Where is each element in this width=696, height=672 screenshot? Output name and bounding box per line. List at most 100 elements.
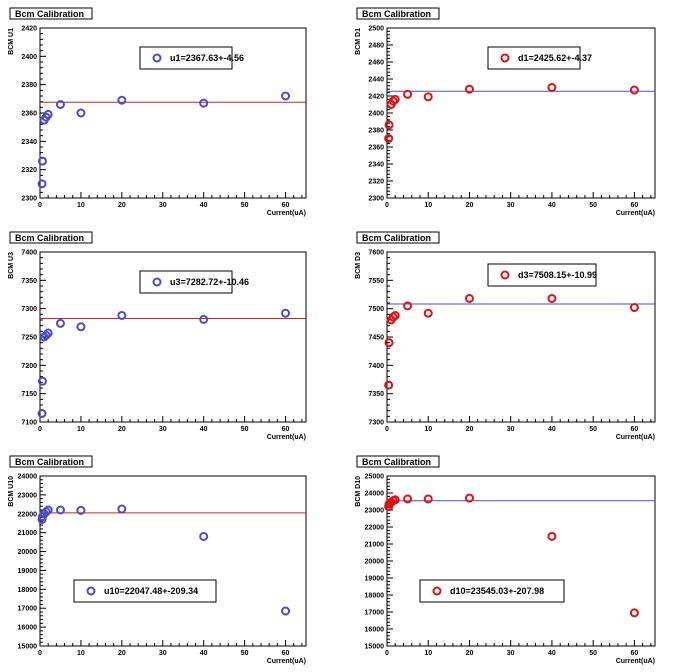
y-tick-label: 7350: [21, 278, 37, 285]
x-tick-label: 30: [507, 202, 515, 209]
data-point: [199, 98, 209, 108]
x-tick-label: 50: [589, 650, 597, 657]
y-tick-label: 24000: [18, 474, 38, 481]
x-tick-label: 60: [282, 426, 290, 433]
y-tick-label: 7400: [368, 363, 384, 370]
x-tick-label: 0: [38, 202, 42, 209]
data-point: [629, 303, 639, 313]
legend-box: [487, 263, 597, 287]
y-tick-label: 2340: [21, 139, 37, 146]
y-tick-label: 2360: [368, 145, 384, 152]
data-point: [281, 606, 291, 616]
data-point: [403, 89, 413, 99]
y-tick-label: 7200: [21, 363, 37, 370]
x-tick-label: 40: [548, 426, 556, 433]
y-tick-label: 7550: [368, 278, 384, 285]
x-tick-label: 10: [77, 650, 85, 657]
x-tick-label: 40: [200, 426, 208, 433]
y-tick-label: 17000: [18, 606, 38, 613]
legend-label: u3=7282.72+-10.46: [170, 277, 249, 287]
x-tick-label: 20: [118, 650, 126, 657]
y-tick-label: 15000: [365, 644, 385, 651]
chart-panel-4: Bcm Calibration 7300 7350 7400 7450 7500 7550 7…: [355, 231, 656, 441]
x-tick-label: 60: [630, 426, 638, 433]
x-tick-label: 20: [118, 202, 126, 209]
x-tick-label: 0: [38, 426, 42, 433]
legend-label: d10=23545.03+-207.98: [450, 586, 544, 596]
x-tick-label: 10: [424, 650, 432, 657]
y-tick-label: 2420: [368, 94, 384, 101]
data-point: [384, 338, 394, 348]
x-tick-label: 50: [589, 202, 597, 209]
x-tick-label: 60: [630, 202, 638, 209]
y-tick-label: 2320: [368, 179, 384, 186]
y-tick-label: 2400: [21, 54, 37, 61]
legend-marker: [86, 586, 96, 596]
data-point: [547, 531, 557, 541]
y-tick-label: 2340: [368, 162, 384, 169]
chart-title-box: [9, 455, 93, 468]
legend-marker: [152, 53, 162, 63]
y-tick-label: 7500: [368, 306, 384, 313]
y-axis-label: BCM U10: [8, 476, 15, 507]
data-point: [37, 156, 47, 166]
data-point: [43, 109, 53, 119]
data-point: [281, 91, 291, 101]
x-tick-label: 30: [159, 202, 167, 209]
y-tick-label: 20000: [18, 549, 38, 556]
data-point: [43, 328, 53, 338]
chart-title: Bcm Calibration: [362, 9, 431, 19]
y-tick-label: 7150: [21, 391, 37, 398]
x-axis-label: Current(uA): [616, 210, 655, 217]
y-tick-label: 2400: [368, 111, 384, 118]
data-point: [384, 120, 394, 130]
x-tick-label: 50: [241, 426, 249, 433]
chart-title-box: [356, 7, 440, 20]
y-tick-label: 7300: [368, 420, 384, 427]
chart-title: Bcm Calibration: [15, 457, 84, 467]
y-tick-label: 16000: [365, 627, 385, 634]
legend-marker: [152, 277, 162, 287]
chart-title: Bcm Calibration: [15, 9, 84, 19]
x-tick-label: 40: [548, 650, 556, 657]
legend-marker: [500, 53, 510, 63]
y-axis-label: BCM D3: [355, 252, 362, 279]
data-point: [37, 376, 47, 386]
y-tick-label: 2300: [368, 196, 384, 203]
data-point: [117, 95, 127, 105]
x-tick-label: 50: [241, 202, 249, 209]
legend-box: [139, 270, 233, 294]
chart-title-box: [356, 455, 440, 468]
y-tick-label: 24000: [365, 491, 385, 498]
x-tick-label: 0: [38, 650, 42, 657]
x-axis-label: Current(uA): [616, 658, 655, 665]
data-point: [423, 308, 433, 318]
x-tick-label: 60: [630, 650, 638, 657]
chart-panel-1: Bcm Calibration 2300 2320 2340 2360 2380 2400 2…: [8, 7, 307, 217]
legend-box: [139, 46, 233, 70]
data-point: [547, 83, 557, 92]
chart-panel-6: Bcm Calibration 15000 16000 17000 18000 19000…: [355, 455, 656, 665]
data-point: [629, 85, 639, 95]
y-tick-label: 7400: [21, 250, 37, 257]
legend-box: [487, 46, 581, 70]
data-point: [55, 318, 65, 328]
x-tick-label: 30: [159, 650, 167, 657]
y-tick-label: 7600: [368, 250, 384, 257]
x-tick-label: 10: [424, 202, 432, 209]
chart-panel-5: Bcm Calibration 15000 16000 17000 18000 19000…: [8, 455, 307, 665]
x-tick-label: 10: [424, 426, 432, 433]
data-point: [281, 308, 291, 318]
data-point: [43, 505, 53, 515]
y-tick-label: 2440: [368, 77, 384, 84]
data-point: [55, 505, 65, 515]
data-point: [390, 310, 400, 320]
y-tick-label: 17000: [365, 610, 385, 617]
x-tick-label: 10: [77, 426, 85, 433]
data-point: [629, 608, 639, 618]
x-tick-label: 20: [466, 426, 474, 433]
y-tick-label: 7100: [21, 420, 37, 427]
legend-box: [73, 579, 217, 603]
x-tick-label: 60: [282, 650, 290, 657]
x-tick-label: 40: [200, 202, 208, 209]
